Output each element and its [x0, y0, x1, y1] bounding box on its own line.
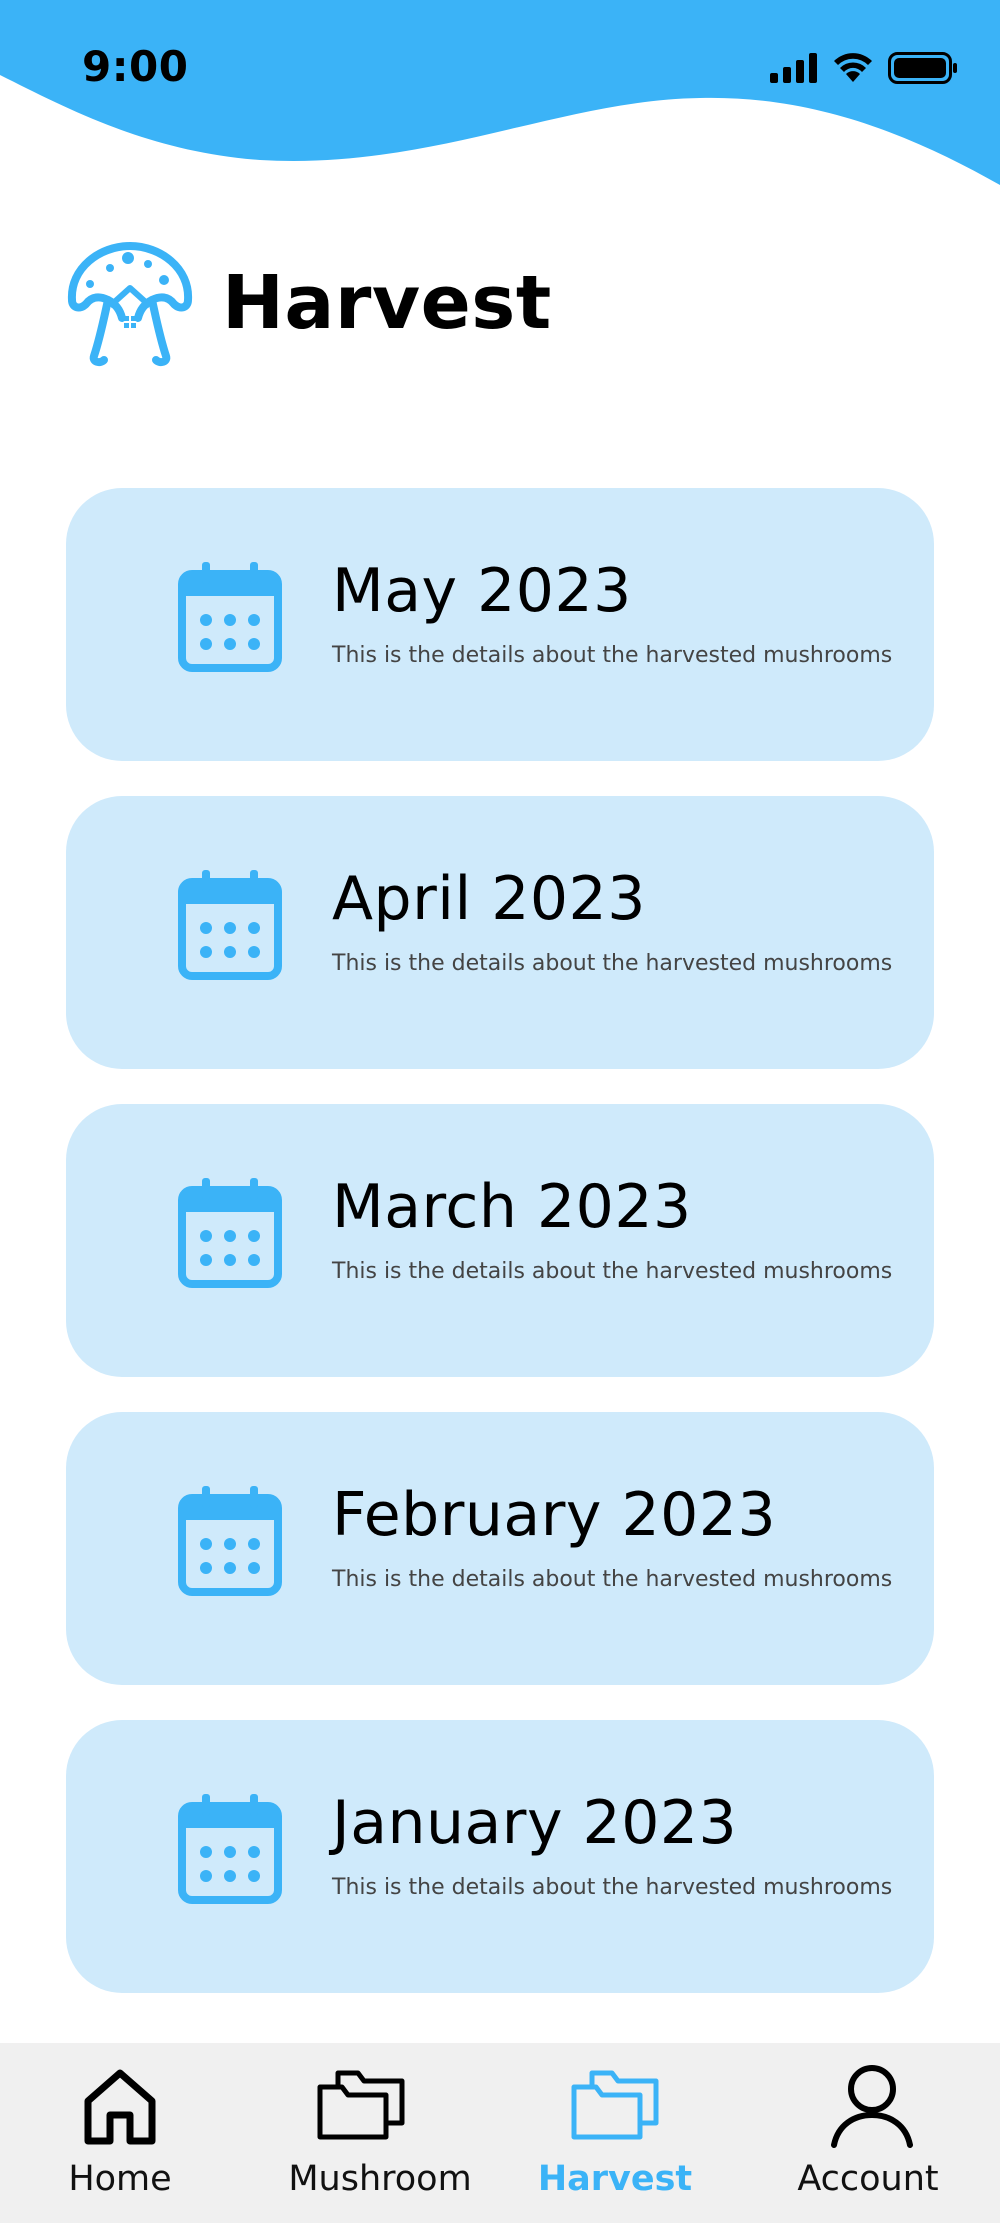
nav-label-mushroom: Mushroom — [288, 2159, 472, 2199]
bottom-nav: Home Mushroom Harvest Account — [0, 2043, 1000, 2223]
calendar-icon — [178, 1178, 282, 1288]
card-month: March 2023 — [332, 1172, 692, 1242]
nav-item-harvest[interactable]: Harvest — [530, 2043, 700, 2223]
card-month: May 2023 — [332, 556, 632, 626]
card-description: This is the details about the harvested … — [332, 643, 893, 668]
calendar-icon — [178, 1794, 282, 1904]
nav-item-mushroom[interactable]: Mushroom — [280, 2043, 480, 2223]
card-description: This is the details about the harvested … — [332, 1259, 893, 1284]
page-title: Harvest — [222, 260, 552, 346]
harvest-card-january-2023[interactable]: January 2023 This is the details about t… — [66, 1720, 934, 1993]
card-month: January 2023 — [332, 1788, 738, 1858]
folder-icon — [571, 2070, 659, 2140]
mushroom-logo-icon — [67, 241, 193, 367]
status-time: 9:00 — [82, 42, 189, 91]
signal-icon — [770, 53, 817, 83]
harvest-card-may-2023[interactable]: May 2023 This is the details about the h… — [66, 488, 934, 761]
nav-label-harvest: Harvest — [537, 2159, 693, 2199]
card-month: February 2023 — [332, 1480, 777, 1550]
nav-label-account: Account — [797, 2159, 939, 2199]
wifi-icon — [834, 53, 872, 82]
calendar-icon — [178, 562, 282, 672]
folder-icon — [317, 2070, 405, 2140]
page-header: Harvest — [64, 238, 552, 368]
home-icon — [84, 2069, 156, 2145]
header-wave — [0, 0, 1000, 185]
harvest-card-february-2023[interactable]: February 2023 This is the details about … — [66, 1412, 934, 1685]
calendar-icon — [178, 1486, 282, 1596]
card-description: This is the details about the harvested … — [332, 951, 893, 976]
nav-label-home: Home — [68, 2159, 172, 2199]
user-icon — [831, 2065, 913, 2148]
harvest-card-march-2023[interactable]: March 2023 This is the details about the… — [66, 1104, 934, 1377]
harvest-list: May 2023 This is the details about the h… — [66, 488, 934, 2028]
nav-item-account[interactable]: Account — [778, 2043, 958, 2223]
harvest-card-april-2023[interactable]: April 2023 This is the details about the… — [66, 796, 934, 1069]
card-month: April 2023 — [332, 864, 646, 934]
nav-item-home[interactable]: Home — [40, 2043, 200, 2223]
status-icons — [770, 52, 958, 84]
card-description: This is the details about the harvested … — [332, 1567, 893, 1592]
calendar-icon — [178, 870, 282, 980]
battery-icon — [888, 52, 957, 84]
card-description: This is the details about the harvested … — [332, 1875, 893, 1900]
